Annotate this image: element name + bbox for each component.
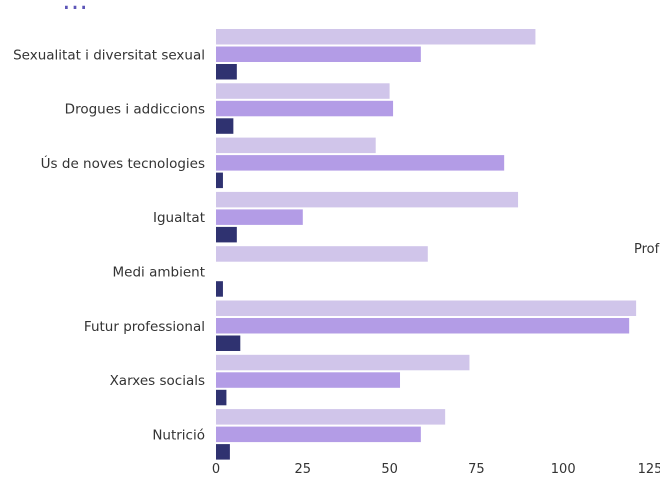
bar-6-series-1 xyxy=(216,300,637,316)
bar-2-series-2 xyxy=(216,100,394,117)
bar-4-series-3 xyxy=(216,226,237,243)
category-label: Xarxes socials xyxy=(110,373,205,389)
bar-5-series-1 xyxy=(216,246,428,262)
x-tick-label: 50 xyxy=(381,462,398,477)
x-tick-label: 100 xyxy=(551,462,576,477)
bar-8-series-2 xyxy=(216,426,421,443)
bar-8-series-3 xyxy=(216,444,230,460)
bar-7-series-1 xyxy=(216,354,470,371)
category-label: Igualtat xyxy=(153,210,205,226)
bar-2-series-1 xyxy=(216,83,390,99)
bar-8-series-1 xyxy=(216,409,446,425)
bar-3-series-1 xyxy=(216,137,376,154)
bar-4-series-1 xyxy=(216,191,519,208)
x-tick-label: 125 xyxy=(638,462,660,477)
x-tick-label: 0 xyxy=(212,462,220,477)
bar-1-series-2 xyxy=(216,46,421,62)
bar-6-series-2 xyxy=(216,318,630,334)
bar-3-series-2 xyxy=(216,155,505,171)
x-tick-label: 25 xyxy=(295,462,312,477)
legend-label-cut: Prof xyxy=(634,242,660,257)
category-label: Ús de noves tecnologies xyxy=(41,154,205,172)
bar-5-series-3 xyxy=(216,281,223,297)
category-label: Medi ambient xyxy=(113,264,205,280)
category-label: Nutrició xyxy=(152,427,205,443)
bar-1-series-3 xyxy=(216,64,237,80)
category-label: Futur professional xyxy=(84,319,205,335)
bar-4-series-2 xyxy=(216,209,303,225)
bar-1-series-1 xyxy=(216,29,536,45)
bar-3-series-3 xyxy=(216,172,223,189)
bar-7-series-2 xyxy=(216,372,401,388)
chart-title: … xyxy=(62,0,88,16)
category-label: Sexualitat i diversitat sexual xyxy=(13,47,205,63)
bar-7-series-3 xyxy=(216,389,227,406)
x-tick-label: 75 xyxy=(468,462,485,477)
bar-2-series-3 xyxy=(216,118,234,134)
category-label: Drogues i addiccions xyxy=(65,102,205,118)
bar-6-series-3 xyxy=(216,335,241,351)
